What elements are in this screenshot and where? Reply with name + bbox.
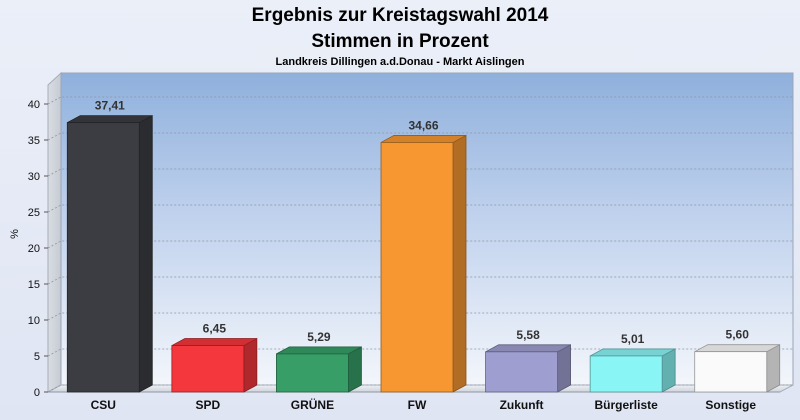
bar xyxy=(380,134,467,393)
bar xyxy=(276,346,362,393)
gridline xyxy=(47,312,793,321)
bar-front xyxy=(276,353,349,393)
gridline xyxy=(47,204,793,213)
bar xyxy=(171,337,258,393)
x-category-label: GRÜNE xyxy=(291,397,334,412)
chart-subtitle: Landkreis Dillingen a.d.Donau - Markt Ai… xyxy=(276,56,525,68)
bar xyxy=(485,344,571,393)
gridline xyxy=(47,276,793,285)
bar-value-label: 34,66 xyxy=(408,118,438,132)
bar xyxy=(66,114,153,393)
x-category-label: SPD xyxy=(196,398,221,412)
category-labels: CSU SPD GRÜNE FW Zukunft Bürgerliste Sonstige xyxy=(91,397,757,412)
y-tick-label: 35 xyxy=(28,135,40,147)
bar-value-label: 5,60 xyxy=(726,328,750,342)
bar-side xyxy=(138,114,153,393)
bar-top xyxy=(485,344,571,353)
bar-front xyxy=(171,345,245,393)
bar-front xyxy=(694,351,768,393)
bar-side xyxy=(557,344,571,393)
bars xyxy=(66,114,781,393)
x-category-label: Sonstige xyxy=(705,398,756,412)
bar-top xyxy=(380,135,467,143)
y-tick-label: 25 xyxy=(28,207,40,219)
bar-value-label: 5,01 xyxy=(621,332,645,346)
bar-side xyxy=(348,346,362,393)
bar-value-label: 37,41 xyxy=(95,99,125,113)
bar-front xyxy=(380,142,454,393)
value-labels: 37,41 6,45 5,29 34,66 5,58 5,01 5,60 xyxy=(95,99,749,346)
chart-title: Ergebnis zur Kreistagswahl 2014 xyxy=(252,5,549,26)
bar-front xyxy=(589,355,663,393)
bar-side xyxy=(452,134,467,393)
gridlines xyxy=(47,96,793,393)
bar xyxy=(694,344,781,393)
bar-side xyxy=(243,337,258,393)
y-tick-label: 40 xyxy=(28,99,40,111)
y-tick-label: 20 xyxy=(28,243,40,255)
y-tick-label: 30 xyxy=(28,171,40,183)
bar-value-label: 5,29 xyxy=(307,330,331,344)
bar xyxy=(589,348,676,393)
bar-side xyxy=(661,348,676,393)
y-tick-label: 15 xyxy=(28,279,40,291)
gridline xyxy=(47,168,793,177)
gridline xyxy=(47,132,793,141)
bar-top xyxy=(694,344,780,353)
bar-top xyxy=(276,346,362,355)
gridline xyxy=(47,384,793,393)
bar-value-label: 6,45 xyxy=(203,322,227,336)
y-tick-label: 5 xyxy=(34,351,40,363)
chart-title-line2: Stimmen in Prozent xyxy=(311,31,489,52)
x-category-label: FW xyxy=(408,398,427,412)
bar-value-label: 5,58 xyxy=(516,328,540,342)
y-axis-label: % xyxy=(9,229,21,239)
bar-top xyxy=(589,348,676,357)
bar-side xyxy=(766,344,781,393)
x-category-label: CSU xyxy=(91,398,116,412)
x-category-label: Bürgerliste xyxy=(594,398,658,412)
gridline xyxy=(47,240,793,249)
y-axis-ticks: 0 5 10 15 20 25 30 35 40 xyxy=(28,99,48,399)
bar-top xyxy=(67,115,153,124)
x-category-label: Zukunft xyxy=(500,398,544,412)
y-tick-label: 0 xyxy=(34,387,40,399)
bar-front xyxy=(485,351,558,393)
gridline xyxy=(47,348,793,357)
plot-left-wall xyxy=(47,71,62,393)
y-tick-label: 10 xyxy=(28,315,40,327)
bar-top xyxy=(171,338,258,346)
bar-front xyxy=(66,122,140,393)
gridline xyxy=(47,96,793,105)
